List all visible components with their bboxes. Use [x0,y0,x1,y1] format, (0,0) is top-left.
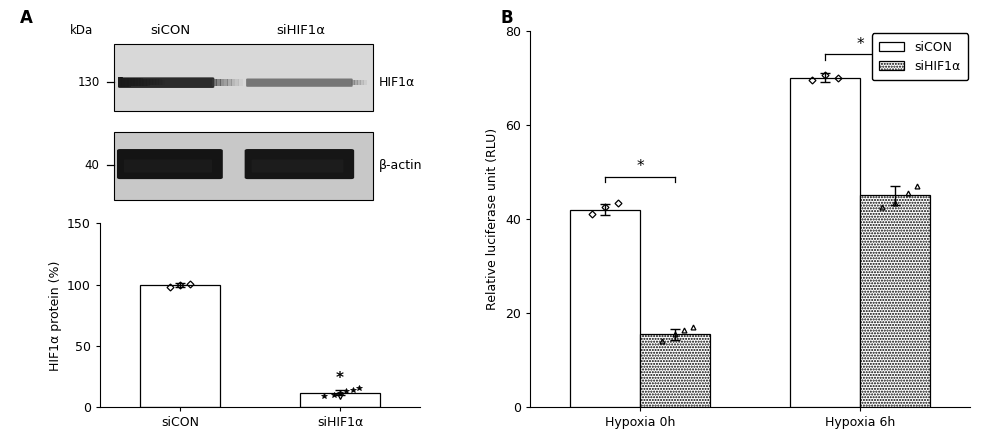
Bar [114,132,373,200]
Bar [145,79,148,85]
Bar [130,78,134,86]
Bar [152,79,156,85]
FancyBboxPatch shape [118,78,214,88]
Bar [134,78,138,86]
Y-axis label: HIF1α protein (%): HIF1α protein (%) [49,260,62,371]
Bar [146,79,150,85]
Text: *: * [336,371,344,386]
Text: HIF1α: HIF1α [379,76,415,88]
Bar [124,78,128,87]
FancyBboxPatch shape [245,149,354,179]
Legend: siCON, siHIF1α: siCON, siHIF1α [872,33,968,81]
Bar [216,79,221,86]
Bar [360,80,364,85]
Bar [142,78,145,86]
Bar [363,80,367,85]
Bar [139,78,143,86]
Bar [157,79,160,85]
Bar [133,78,137,86]
Text: A: A [20,9,33,27]
Text: *: * [636,159,644,174]
Bar [212,79,217,86]
Text: 40: 40 [85,159,100,172]
Bar [224,79,228,86]
Text: kDa: kDa [70,24,93,37]
Bar [114,44,373,111]
Bar [235,79,239,86]
Bar [155,79,159,85]
Bar [128,78,132,86]
Bar [126,78,129,87]
Bar [140,285,220,407]
Text: siCON: siCON [150,24,190,37]
Bar [121,78,125,87]
Bar [227,79,232,86]
Bar [220,79,224,86]
Text: B: B [500,9,513,27]
Bar [238,79,243,86]
Bar [790,78,860,407]
Bar [160,80,163,85]
Bar [120,78,123,87]
Text: 130: 130 [77,76,100,88]
Bar [570,210,640,407]
Bar [137,78,141,86]
Bar [136,78,140,86]
Bar [143,79,147,86]
Bar [354,80,358,85]
Bar [640,334,710,407]
Bar [131,78,135,86]
FancyBboxPatch shape [124,159,212,173]
Bar [161,80,165,85]
Bar [149,79,153,85]
Y-axis label: Relative luciferase unit (RLU): Relative luciferase unit (RLU) [486,128,499,310]
Text: β-actin: β-actin [379,159,422,172]
Bar [300,392,380,407]
FancyBboxPatch shape [117,149,223,179]
Text: siHIF1α: siHIF1α [277,24,326,37]
Bar [140,78,144,86]
Bar [231,79,235,86]
FancyBboxPatch shape [246,78,353,87]
FancyBboxPatch shape [252,159,343,173]
Bar [357,80,361,85]
Bar [123,78,126,87]
Bar [127,78,131,87]
Bar [351,80,355,85]
Bar [151,79,154,85]
Bar [118,78,122,87]
Bar [158,79,162,85]
Bar [860,195,930,407]
Text: *: * [856,37,864,52]
Bar [154,79,157,85]
Bar [148,79,151,85]
